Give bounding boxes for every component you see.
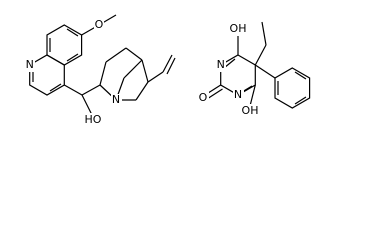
atom-label: HO — [85, 113, 102, 126]
atom-label: N — [217, 58, 225, 71]
atom-label: N — [234, 88, 242, 101]
atom-label: O — [199, 91, 208, 104]
structure-diagram: O N N HO OH N O N OH — [24, 14, 311, 127]
atom-labels: O N N HO OH N O N OH — [24, 18, 259, 127]
atom-label: N — [26, 58, 34, 71]
atom-label: OH — [242, 104, 259, 117]
atom-label: O — [95, 18, 104, 31]
atom-label: OH — [230, 22, 247, 35]
atom-label: N — [112, 93, 120, 106]
quinine-bonds — [29, 14, 176, 116]
